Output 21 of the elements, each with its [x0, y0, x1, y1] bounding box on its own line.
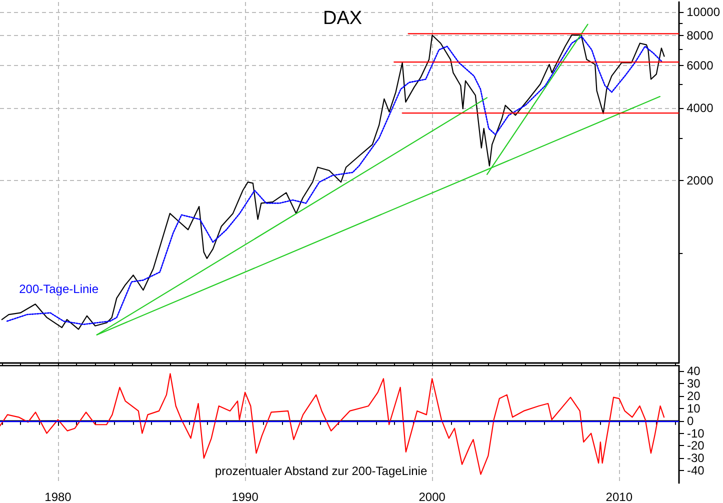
y-tick-label: 8000: [686, 28, 714, 42]
y-tick-label: 0: [687, 414, 694, 428]
chart-title: DAX: [323, 8, 362, 29]
y-tick-label: 10000: [686, 4, 720, 19]
y-tick-label: 4000: [686, 100, 714, 115]
x-tick-label: 1980: [44, 490, 72, 503]
y-tick-label: 40: [687, 364, 701, 378]
y-tick-label: -20: [687, 438, 705, 453]
y-tick-label: 10: [687, 401, 701, 416]
y-tick-label: 20: [687, 389, 701, 404]
y-tick-label: 6000: [686, 58, 714, 72]
y-tick-label: -30: [687, 451, 705, 466]
y-tick-label: -40: [687, 464, 705, 478]
y-tick-label: 2000: [686, 174, 714, 188]
x-tick-label: 2000: [418, 490, 446, 503]
y-tick-label: -10: [687, 426, 705, 440]
x-tick-label: 1990: [232, 490, 259, 503]
series-label: 200-Tage-Linie: [19, 282, 99, 296]
x-tick-label: 2010: [606, 490, 633, 503]
annotation: prozentualer Abstand zur 200-TageLinie: [215, 464, 428, 478]
y-tick-label: 30: [687, 376, 701, 391]
